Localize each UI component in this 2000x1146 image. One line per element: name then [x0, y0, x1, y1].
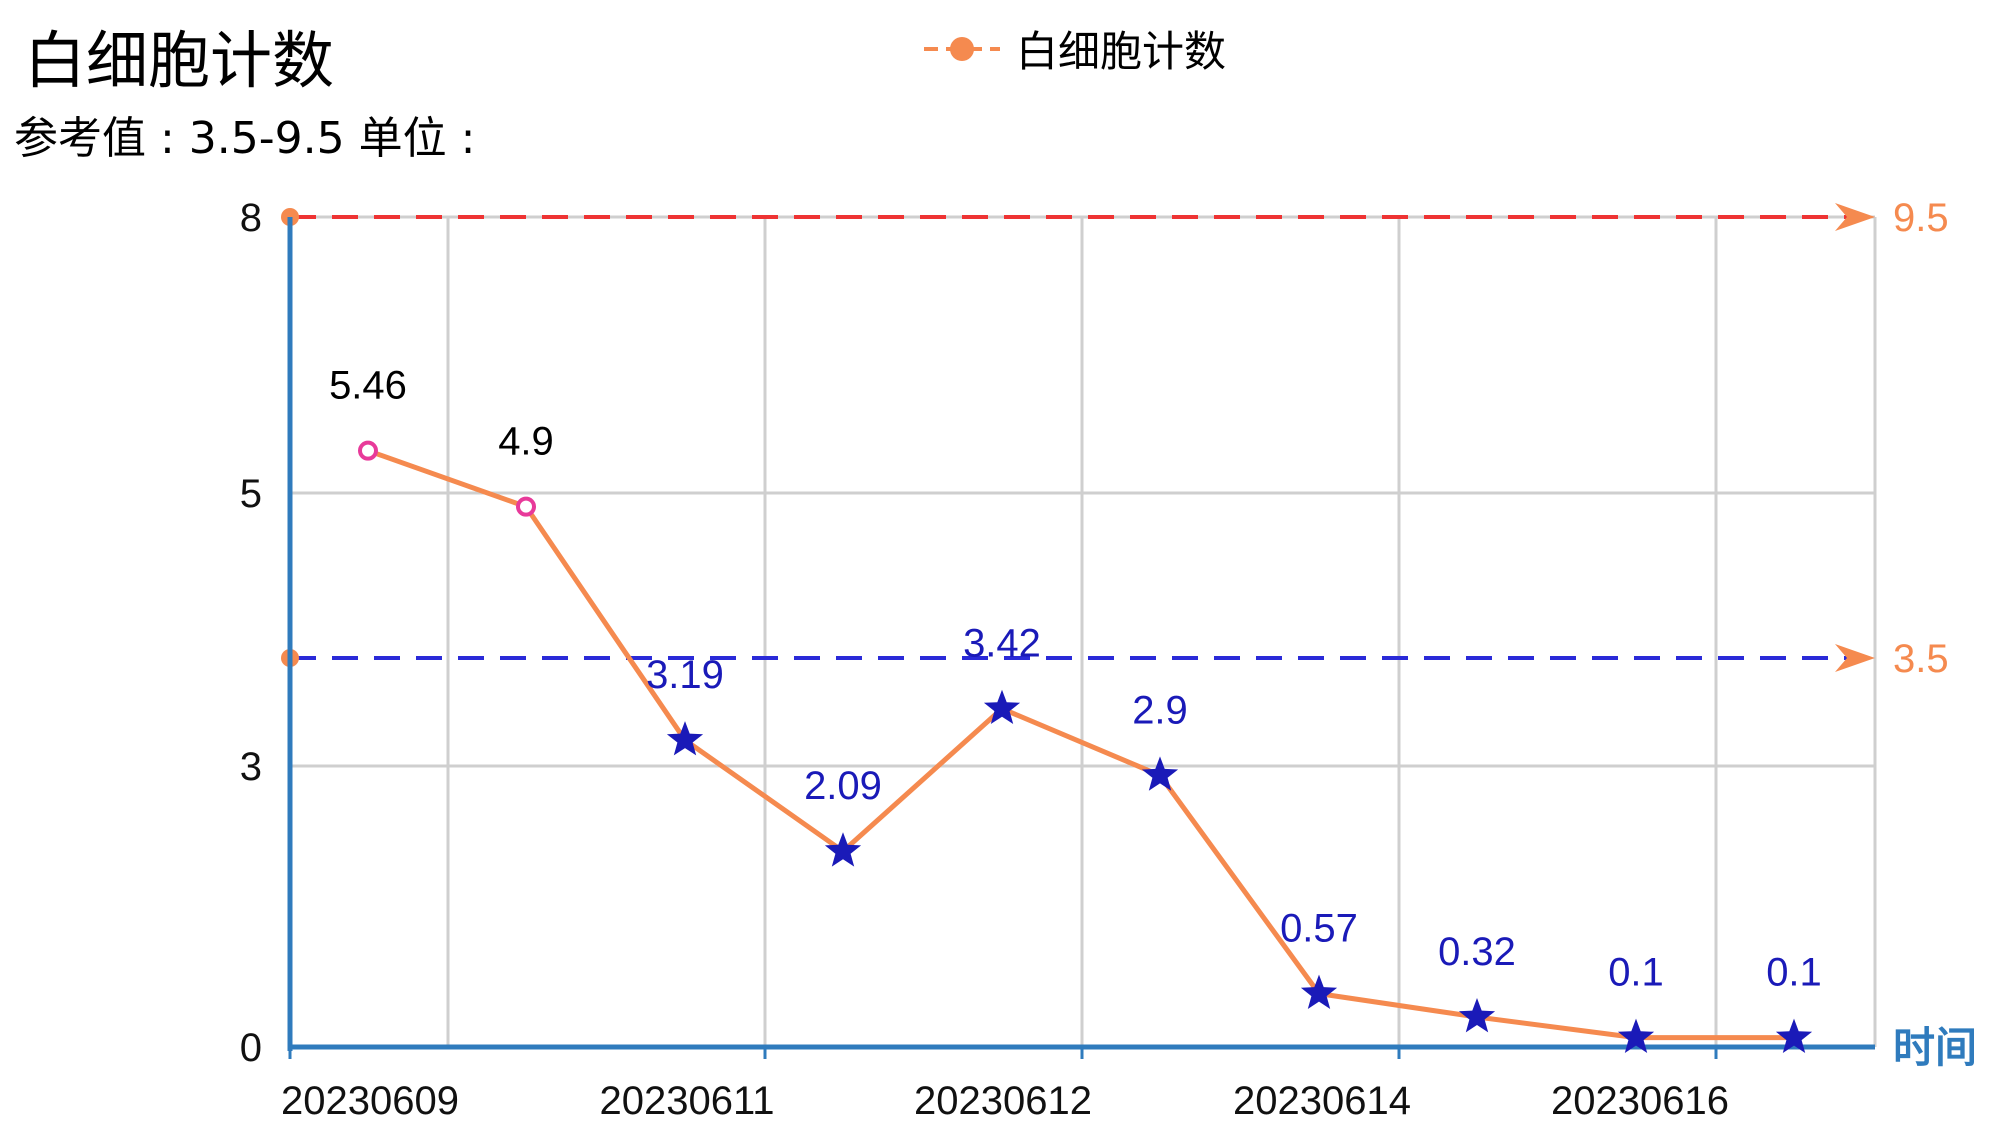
data-point-star-icon — [1617, 1018, 1655, 1053]
data-point-circle — [516, 496, 536, 517]
data-value-label: 0.1 — [1608, 951, 1664, 995]
data-value-label: 2.09 — [804, 764, 882, 808]
y-tick-label: 0 — [240, 1026, 262, 1070]
data-value-label: 0.57 — [1280, 907, 1358, 951]
x-axis-name: 时间 — [1893, 1023, 1977, 1072]
data-point-star-icon — [666, 721, 704, 756]
data-point-star-icon — [1141, 756, 1179, 791]
reference-value-label: 9.5 — [1893, 196, 1949, 240]
x-tick-label: 20230616 — [1551, 1079, 1729, 1123]
series-line — [367, 448, 1794, 1041]
reference-value-label: 3.5 — [1893, 637, 1949, 681]
data-value-label: 2.9 — [1132, 688, 1188, 732]
legend-label: 白细胞计数 — [1016, 27, 1227, 76]
reference-arrow-icon — [1835, 644, 1875, 672]
reference-range-subtitle: 参考值 : 3.5-9.5 单位 : — [14, 113, 476, 164]
data-value-label: 0.32 — [1438, 930, 1516, 974]
x-tick-label: 20230612 — [914, 1079, 1092, 1123]
data-point-star-icon — [824, 832, 862, 867]
legend-line-circle-icon — [924, 36, 1000, 61]
reference-lines: 9.5 3.5 — [281, 196, 1949, 681]
data-value-label: 0.1 — [1766, 951, 1822, 995]
data-point-star-icon — [1458, 998, 1496, 1033]
data-value-label: 3.19 — [646, 653, 724, 697]
y-tick-label: 8 — [240, 196, 262, 240]
x-tick-label: 20230614 — [1233, 1079, 1411, 1123]
data-value-label: 4.9 — [498, 420, 554, 464]
grid-lines — [290, 215, 1877, 1047]
data-labels: 5.46 4.9 3.19 2.09 3.42 2.9 0.57 0.32 0.1 0.1 — [329, 364, 1822, 995]
data-points — [358, 440, 1813, 1053]
data-point-circle — [358, 440, 378, 461]
data-point-star-icon — [1300, 974, 1338, 1009]
axes: 0 3 5 8 20230609 20230611 20230612 20230614 2023… — [240, 196, 1977, 1123]
data-point-star-icon — [983, 689, 1021, 724]
legend[interactable]: 白细胞计数 — [922, 18, 1226, 79]
series-polyline — [367, 448, 1794, 1041]
y-tick-label: 3 — [240, 745, 262, 789]
y-tick-label: 5 — [240, 472, 262, 516]
data-value-label: 3.42 — [963, 622, 1041, 666]
reference-arrow-icon — [1835, 203, 1875, 231]
x-tick-label: 20230609 — [281, 1079, 459, 1123]
x-tick-label: 20230611 — [600, 1079, 775, 1123]
data-point-star-icon — [1775, 1018, 1813, 1053]
data-value-label: 5.46 — [329, 364, 407, 408]
chart-title: 白细胞计数 — [24, 24, 335, 97]
